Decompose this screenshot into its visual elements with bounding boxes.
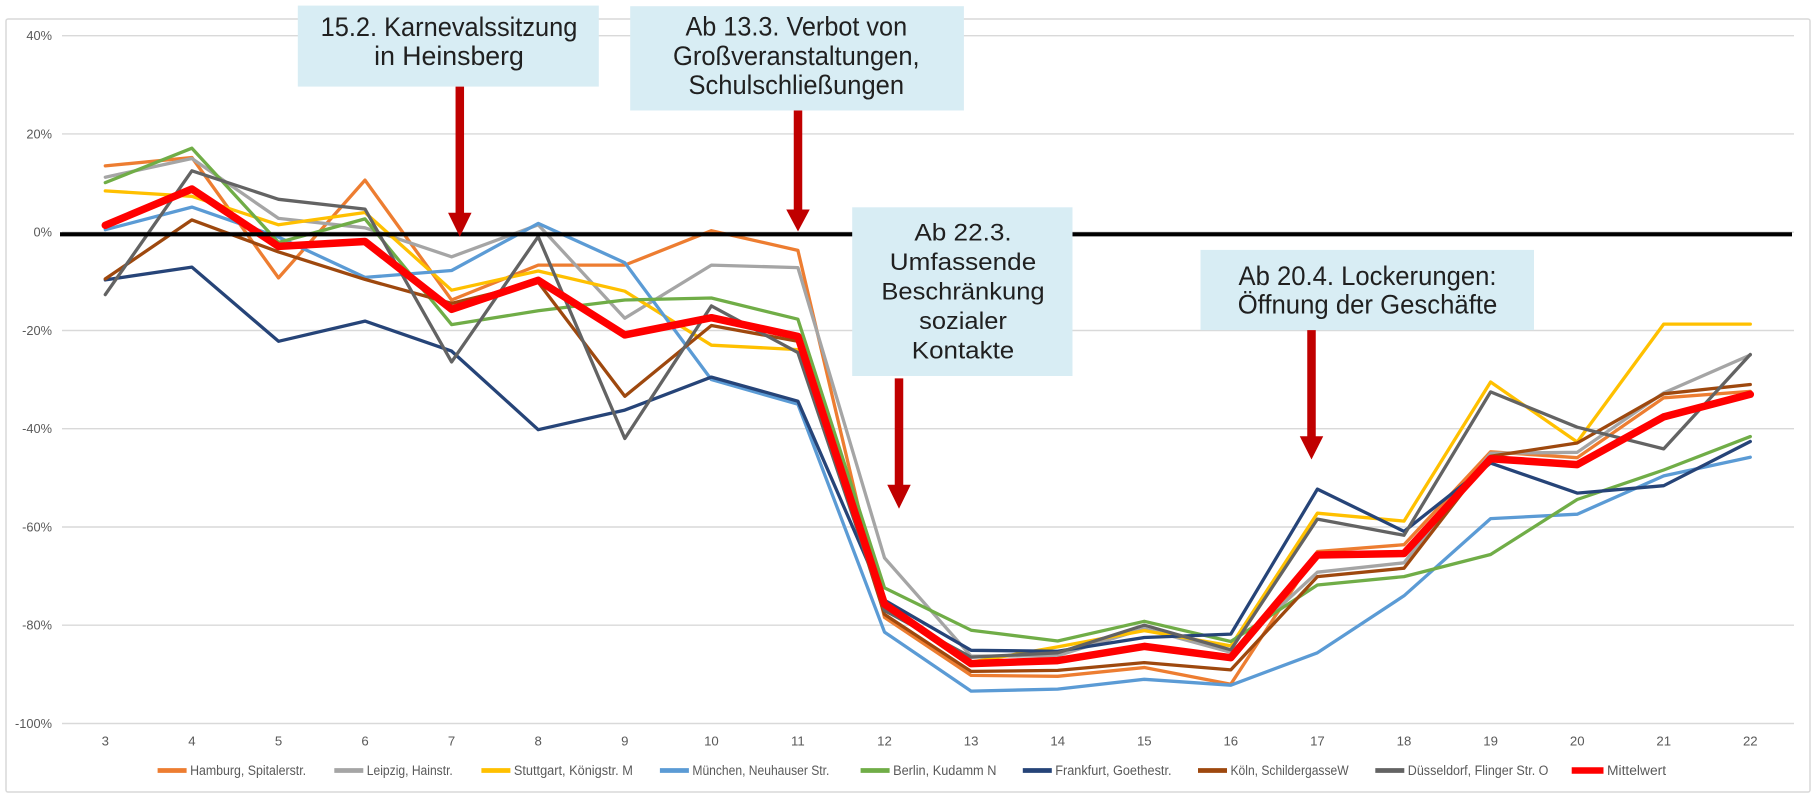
svg-text:4: 4 [188,734,195,749]
svg-text:Hamburg, Spitalerstr.: Hamburg, Spitalerstr. [190,763,306,778]
svg-text:40%: 40% [26,28,52,43]
svg-text:0%: 0% [34,225,53,240]
svg-text:-20%: -20% [22,323,52,338]
svg-text:Schulschließungen: Schulschließungen [689,70,905,100]
svg-text:18: 18 [1397,734,1412,749]
svg-text:17: 17 [1310,734,1325,749]
svg-text:20%: 20% [26,126,52,141]
svg-text:Leipzig, Hainstr.: Leipzig, Hainstr. [367,763,453,778]
svg-text:Frankfurt, Goethestr.: Frankfurt, Goethestr. [1055,763,1171,778]
svg-text:19: 19 [1483,734,1498,749]
svg-text:Ab 20.4. Lockerungen:: Ab 20.4. Lockerungen: [1239,261,1497,291]
svg-text:Stuttgart, Königstr. M: Stuttgart, Königstr. M [514,763,633,778]
svg-text:12: 12 [877,734,892,749]
svg-text:10: 10 [704,734,719,749]
svg-text:Köln, SchildergasseW: Köln, SchildergasseW [1231,763,1349,778]
svg-text:15: 15 [1137,734,1152,749]
svg-text:21: 21 [1656,734,1671,749]
svg-text:in Heinsberg: in Heinsberg [374,41,524,71]
svg-text:Öffnung der Geschäfte: Öffnung der Geschäfte [1238,290,1498,320]
svg-text:Beschränkung: Beschränkung [881,279,1044,306]
svg-text:22: 22 [1743,734,1758,749]
svg-text:-40%: -40% [22,421,52,436]
svg-text:9: 9 [621,734,628,749]
svg-text:3: 3 [102,734,109,749]
svg-text:15.2. Karnevalssitzung: 15.2. Karnevalssitzung [321,12,578,42]
svg-text:Kontakte: Kontakte [912,338,1015,365]
svg-text:16: 16 [1223,734,1238,749]
svg-text:-60%: -60% [22,519,52,534]
svg-text:-100%: -100% [15,716,52,731]
svg-text:-80%: -80% [22,618,52,633]
svg-text:Großveranstaltungen,: Großveranstaltungen, [673,41,920,71]
svg-text:7: 7 [448,734,455,749]
svg-text:6: 6 [361,734,368,749]
svg-text:Düsseldorf, Flinger Str. O: Düsseldorf, Flinger Str. O [1408,763,1549,778]
svg-text:Berlin, Kudamm N: Berlin, Kudamm N [893,763,996,778]
svg-text:11: 11 [791,734,805,749]
svg-text:8: 8 [535,734,542,749]
svg-text:20: 20 [1570,734,1585,749]
svg-text:Umfassende: Umfassende [890,249,1036,276]
svg-text:5: 5 [275,734,282,749]
svg-text:Ab 13.3. Verbot von: Ab 13.3. Verbot von [685,11,907,41]
svg-text:Mittelwert: Mittelwert [1607,763,1666,778]
svg-text:14: 14 [1050,734,1065,749]
svg-text:Ab 22.3.: Ab 22.3. [914,219,1011,246]
svg-text:sozialer: sozialer [919,308,1007,335]
svg-text:München, Neuhauser Str.: München, Neuhauser Str. [692,763,829,778]
svg-text:13: 13 [964,734,979,749]
